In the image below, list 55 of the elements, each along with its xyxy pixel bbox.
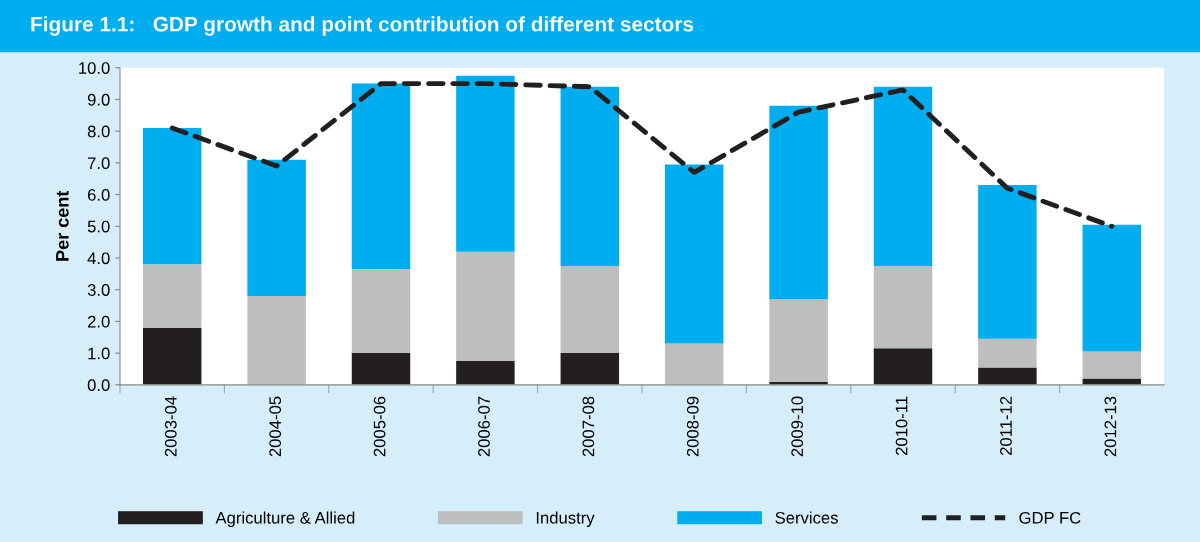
x-tick-label: 2008-09 [686, 396, 699, 457]
y-tick-label: 4.0 [87, 252, 110, 265]
x-tick-label: 2009-10 [791, 396, 804, 457]
bar [456, 361, 515, 385]
bar [142, 327, 202, 385]
y-tick-label: 10.0 [79, 62, 110, 74]
y-tick-label: 7.0 [87, 157, 110, 170]
bar [247, 296, 306, 385]
y-tick-label: 1.0 [88, 347, 110, 360]
bar [873, 348, 933, 385]
legend-label: GDP FC [1019, 511, 1081, 524]
bar [1082, 378, 1142, 385]
bar [351, 83, 411, 270]
bar [978, 367, 1037, 385]
y-tick-label: 9.0 [87, 93, 110, 106]
bar [142, 264, 202, 328]
chart-title: Figure 1.1: GDP growth and point contribution of different sectors [31, 16, 694, 36]
bar [1082, 351, 1142, 379]
legend-label: Agriculture & Allied [215, 511, 355, 527]
bar [351, 269, 411, 354]
y-tick-label: 2.0 [87, 315, 110, 328]
bar [769, 299, 828, 382]
bar [769, 105, 828, 300]
bar [978, 185, 1037, 339]
y-tick-label: 0.0 [87, 379, 110, 392]
y-tick-label: 3.0 [87, 284, 110, 296]
bar [560, 86, 620, 266]
x-tick-label: 2006-07 [478, 396, 490, 457]
x-tick-label: 2003-04 [164, 396, 177, 457]
y-axis-title: Per cent [56, 190, 69, 261]
x-tick-label: 2004-05 [269, 396, 282, 457]
bar [456, 251, 515, 362]
bar [664, 164, 724, 344]
x-tick-label: 2007-08 [582, 396, 595, 457]
bar [560, 353, 620, 385]
legend-label: Services [775, 511, 838, 524]
bar [873, 86, 933, 266]
bar [1082, 224, 1142, 352]
line-series [169, 81, 1115, 229]
x-tick-label: 2005-06 [373, 396, 386, 457]
x-tick-label: 2012-13 [1104, 396, 1117, 457]
bar [456, 75, 515, 252]
x-tick-label: 2011-12 [1000, 396, 1012, 456]
bar [978, 338, 1037, 368]
bar [664, 343, 724, 385]
legend-label: Industry [536, 511, 595, 527]
bar [873, 265, 933, 349]
bar [560, 265, 620, 354]
bar [351, 353, 411, 385]
x-tick-label: 2010-11 [895, 396, 908, 456]
bar [142, 127, 202, 265]
y-tick-label: 6.0 [87, 188, 110, 201]
y-tick-label: 5.0 [87, 220, 110, 233]
y-tick-label: 8.0 [87, 125, 110, 138]
bar [247, 159, 306, 297]
